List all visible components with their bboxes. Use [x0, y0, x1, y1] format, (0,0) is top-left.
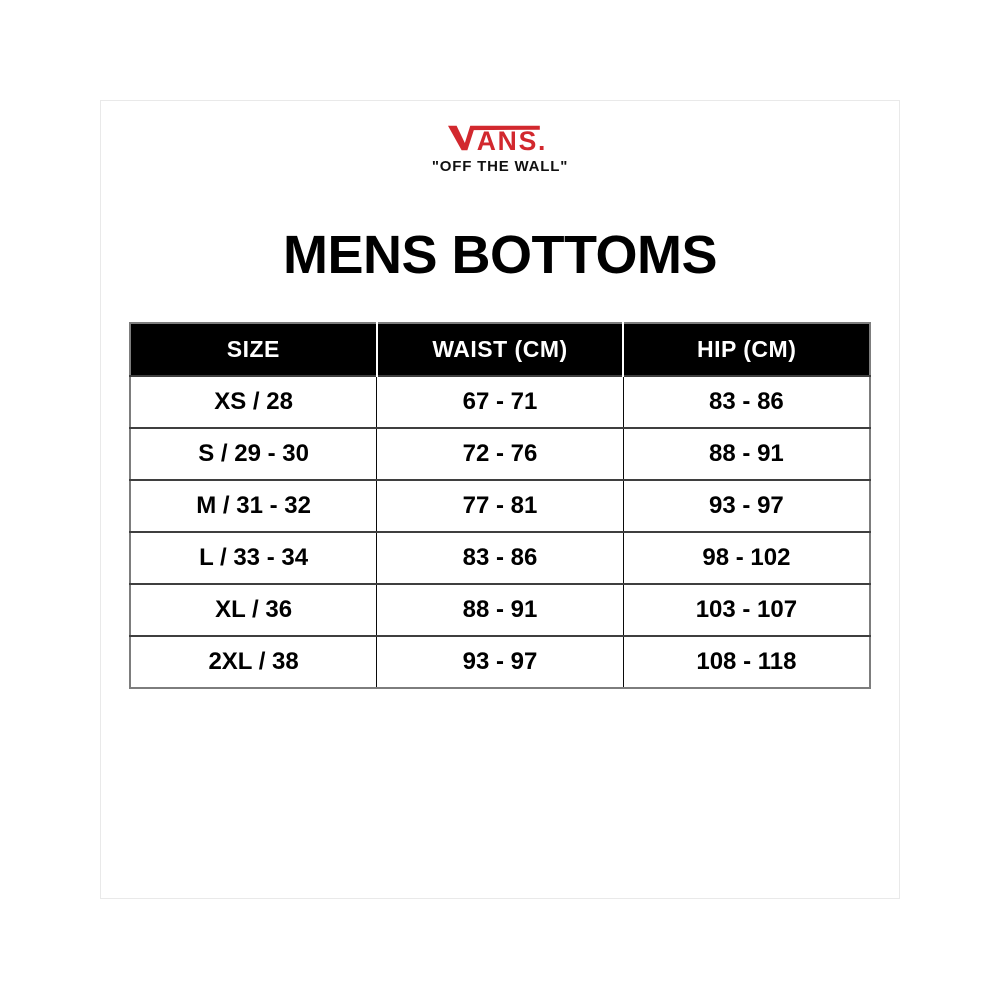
- table-row-2xl: 2XL / 38 93 - 97 108 - 118: [130, 636, 870, 688]
- col-header-size: SIZE: [130, 323, 377, 376]
- table-row-s: S / 29 - 30 72 - 76 88 - 91: [130, 428, 870, 480]
- col-header-waist: WAIST (CM): [375, 323, 624, 376]
- cell-waist: 72 - 76: [376, 428, 624, 480]
- size-chart-card: ANS. "OFF THE WALL" MENS BOTTOMS SIZE WA…: [100, 100, 900, 899]
- vans-v-mark: [448, 125, 540, 151]
- cell-waist: 83 - 86: [376, 532, 624, 584]
- table-row-l: L / 33 - 34 83 - 86 98 - 102: [130, 532, 870, 584]
- cell-hip: 98 - 102: [622, 532, 870, 584]
- cell-hip: 88 - 91: [622, 428, 870, 480]
- col-header-hip: HIP (CM): [622, 323, 870, 376]
- cell-size: 2XL / 38: [208, 648, 299, 675]
- table-header-row: SIZE WAIST (CM) HIP (CM): [130, 323, 870, 376]
- cell-size: L / 33 - 34: [199, 544, 309, 571]
- cell-waist: 77 - 81: [376, 480, 624, 532]
- cell-hip: 103 - 107: [622, 584, 870, 636]
- size-chart-table: SIZE WAIST (CM) HIP (CM) XS / 28 67 - 71…: [129, 322, 871, 689]
- cell-hip: 108 - 118: [622, 636, 870, 688]
- table-row-xs: XS / 28 67 - 71 83 - 86: [130, 376, 870, 428]
- brand-logo-block: ANS. "OFF THE WALL": [101, 101, 899, 175]
- table-row-m: M / 31 - 32 77 - 81 93 - 97: [130, 480, 870, 532]
- cell-size: S / 29 - 30: [198, 440, 309, 467]
- cell-size: XL / 36: [215, 596, 293, 623]
- cell-size: XS / 28: [214, 388, 293, 415]
- cell-waist: 93 - 97: [376, 636, 624, 688]
- cell-hip: 83 - 86: [622, 376, 870, 428]
- table-row-xl: XL / 36 88 - 91 103 - 107: [130, 584, 870, 636]
- vans-logo-letters: ANS.: [477, 126, 548, 152]
- cell-size: M / 31 - 32: [196, 492, 311, 519]
- page-title: MENS BOTTOMS: [282, 225, 718, 285]
- vans-logo-icon: ANS.: [448, 125, 548, 152]
- cell-hip: 93 - 97: [622, 480, 870, 532]
- cell-waist: 88 - 91: [376, 584, 624, 636]
- cell-waist: 67 - 71: [376, 376, 624, 428]
- logo-tagline: "OFF THE WALL": [431, 158, 569, 175]
